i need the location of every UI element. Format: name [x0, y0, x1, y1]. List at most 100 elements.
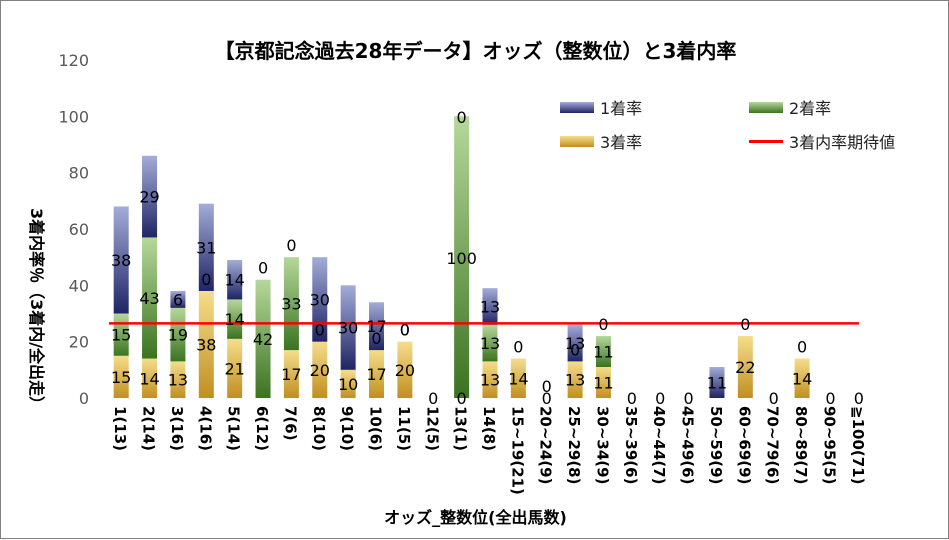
bar-third	[482, 361, 498, 398]
bar-third	[227, 338, 243, 398]
x-tick-label: 25~29(8)	[565, 406, 583, 484]
data-label-third: 38	[196, 335, 216, 354]
bar-win	[369, 302, 385, 351]
bar-third	[737, 336, 753, 398]
bar-third	[397, 341, 413, 398]
data-label-second: 0	[400, 321, 410, 340]
x-tick-label: 45~49(6)	[679, 406, 697, 484]
y-tick-label: 120	[58, 51, 89, 70]
bar-win	[709, 367, 725, 398]
chart-title: 【京都記念過去28年データ】オッズ（整数位）と3着内率	[214, 39, 737, 63]
bar-third	[340, 369, 356, 398]
x-tick-label: 8(10)	[310, 406, 328, 451]
data-label-win: 0	[286, 236, 296, 255]
data-label-second: 15	[111, 326, 131, 345]
x-tick-label: 3(16)	[168, 406, 186, 451]
x-tick-label: ≧100(71)	[849, 406, 867, 484]
x-tick-label: 7(6)	[281, 406, 299, 441]
bar-third	[794, 358, 810, 398]
data-label-win: 0	[258, 259, 268, 278]
bar-win	[113, 206, 129, 314]
data-label-third: 0	[542, 389, 552, 408]
data-label-win: 14	[224, 271, 244, 290]
bar-second	[142, 237, 158, 359]
y-tick-label: 0	[79, 389, 89, 408]
x-tick-label: 9(10)	[338, 406, 356, 451]
data-label-third: 21	[224, 359, 244, 378]
data-label-second: 0	[740, 315, 750, 334]
bar-second	[482, 324, 498, 362]
data-label-second: 42	[253, 330, 273, 349]
x-tick-label: 4(16)	[196, 406, 214, 451]
x-tick-label: 10(6)	[367, 406, 385, 451]
data-label-third: 0	[825, 389, 835, 408]
data-label-win: 11	[707, 374, 727, 393]
data-label-win: 13	[480, 297, 500, 316]
bar-second	[595, 336, 611, 368]
bar-third	[510, 358, 526, 398]
data-label-second: 0	[201, 270, 211, 289]
data-label-second: 0	[797, 338, 807, 357]
data-label-third: 13	[565, 371, 585, 390]
data-label-third: 0	[457, 389, 467, 408]
bar-third	[198, 290, 214, 398]
data-label-second: 13	[480, 334, 500, 353]
data-label-third: 22	[735, 358, 755, 377]
x-tick-label: 80~89(7)	[792, 406, 810, 484]
data-label-third: 14	[508, 369, 528, 388]
data-label-second: 0	[570, 340, 580, 359]
x-tick-label: 6(12)	[253, 406, 271, 451]
bar-win	[227, 259, 243, 300]
data-label-third: 0	[769, 389, 779, 408]
bar-second	[283, 257, 299, 351]
data-label-third: 11	[593, 374, 613, 393]
y-tick-label: 60	[69, 220, 89, 239]
bar-second	[255, 279, 271, 398]
x-tick-label: 12(5)	[423, 406, 441, 451]
x-axis-label: オッズ_整数位(全出馬数)	[384, 508, 567, 527]
bar-second	[454, 116, 470, 398]
x-tick-label: 20~24(9)	[537, 406, 555, 484]
y-tick-label: 100	[58, 107, 89, 126]
data-label-win: 17	[366, 317, 386, 336]
bar-second	[227, 299, 243, 339]
data-label-third: 0	[683, 389, 693, 408]
bar-third	[312, 341, 328, 398]
bar-win	[198, 203, 214, 291]
bar-third	[595, 367, 611, 398]
bar-win	[340, 285, 356, 370]
bar-third	[567, 361, 583, 398]
data-label-win: 30	[338, 319, 358, 338]
data-label-second: 0	[315, 321, 325, 340]
data-label-third: 20	[395, 361, 415, 380]
data-label-win: 6	[173, 290, 183, 309]
bar-win	[482, 288, 498, 325]
data-label-win: 30	[310, 290, 330, 309]
x-tick-label: 2(14)	[140, 406, 158, 451]
data-label-second: 11	[593, 343, 613, 362]
data-label-third: 15	[111, 368, 131, 387]
data-label-win: 31	[196, 238, 216, 257]
x-tick-label: 13(1)	[452, 406, 470, 451]
data-label-win: 38	[111, 251, 131, 270]
data-label-second: 0	[542, 377, 552, 396]
data-label-third: 13	[168, 371, 188, 390]
data-label-win: 13	[565, 334, 585, 353]
bar-win	[170, 290, 186, 308]
data-label-win: 29	[139, 188, 159, 207]
x-tick-label: 70~79(6)	[764, 406, 782, 484]
data-label-third: 17	[366, 365, 386, 384]
data-label-third: 14	[792, 369, 812, 388]
data-label-second: 0	[371, 329, 381, 348]
data-label-second: 19	[168, 326, 188, 345]
data-label-third: 10	[338, 375, 358, 394]
data-label-third: 13	[480, 371, 500, 390]
y-tick-label: 40	[69, 276, 89, 295]
data-label-third: 14	[139, 369, 159, 388]
data-label-win: 0	[598, 315, 608, 334]
bar-third	[369, 350, 385, 398]
bar-win	[142, 155, 158, 238]
x-tick-label: 15~19(21)	[508, 406, 526, 495]
bar-second	[170, 307, 186, 362]
